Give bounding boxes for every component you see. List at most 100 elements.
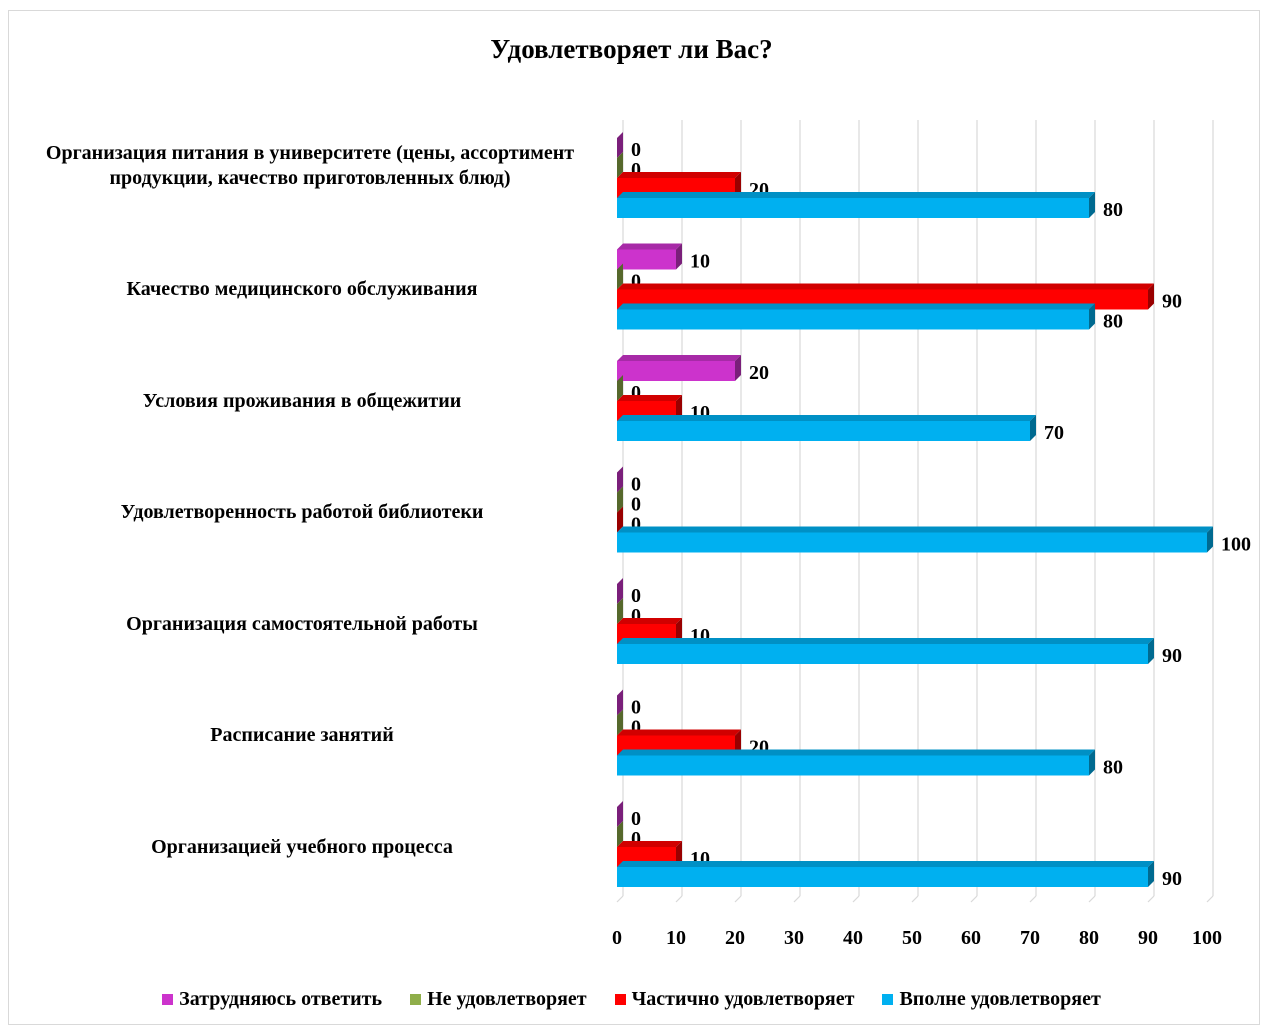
bar-side: [617, 689, 623, 716]
bar-side: [617, 506, 623, 533]
bar-side: [617, 486, 623, 513]
data-label: 0: [631, 139, 641, 161]
category-label: Удовлетворенность работой библиотеки: [120, 501, 484, 523]
category-label: Организация самостоятельной работы: [126, 612, 478, 635]
data-label: 90: [1162, 868, 1182, 890]
data-label: 0: [631, 159, 641, 181]
legend-swatch: [162, 994, 174, 1005]
bar-side: [617, 152, 623, 178]
bar-top: [617, 841, 682, 847]
x-tick-label: 0: [612, 927, 622, 949]
legend-swatch: [410, 994, 422, 1005]
bar-side: [735, 172, 741, 198]
legend: Затрудняюсь ответить Не удовлетворяет Част…: [0, 988, 1263, 1011]
bar: [617, 361, 735, 381]
bar-top: [617, 192, 1095, 198]
gridline-base: [911, 895, 919, 903]
data-label: 0: [631, 514, 641, 536]
data-label: 0: [631, 717, 641, 739]
data-label: 80: [1103, 311, 1123, 333]
bar: [617, 249, 676, 270]
bar-top: [617, 638, 1154, 644]
legend-label: Затрудняюсь ответить: [179, 988, 383, 1010]
data-label: 90: [1162, 291, 1182, 313]
legend-label: Частично удовлетворяет: [631, 988, 855, 1010]
x-tick-label: 60: [961, 927, 981, 949]
x-tick-label: 90: [1138, 927, 1158, 949]
bar-side: [1207, 526, 1213, 553]
legend-label: Вполне удовлетворяет: [899, 988, 1101, 1010]
data-label: 0: [631, 585, 641, 607]
bar-side: [617, 578, 623, 604]
bar-side: [617, 821, 623, 847]
bar-top: [617, 395, 682, 401]
x-tick-label: 10: [666, 927, 686, 949]
data-label: 0: [631, 808, 641, 830]
bar: [617, 309, 1089, 330]
category-label: Расписание занятий: [210, 724, 394, 746]
legend-item: Не удовлетворяет: [410, 988, 587, 1011]
category-label: Организацией учебного процесса: [151, 835, 453, 858]
category-label: Качество медицинского обслуживания: [126, 278, 478, 300]
chart-title: Удовлетворяет ли Вас?: [490, 34, 773, 64]
bar-side: [1089, 192, 1095, 218]
data-label: 70: [1044, 422, 1064, 444]
bar-side: [617, 263, 623, 290]
gridline-base: [734, 895, 742, 903]
bar-side: [617, 801, 623, 827]
bar-side: [617, 709, 623, 736]
bar-side: [1089, 749, 1095, 776]
bar-side: [617, 466, 623, 493]
data-label: 0: [631, 474, 641, 496]
x-tick-label: 30: [784, 927, 804, 949]
data-label: 0: [631, 697, 641, 719]
legend-item: Затрудняюсь ответить: [162, 988, 382, 1011]
category-label: Организация питания в университете (цены…: [45, 141, 575, 189]
legend-item: Частично удовлетворяет: [614, 988, 855, 1011]
data-label: 0: [631, 828, 641, 850]
data-label: 0: [631, 605, 641, 627]
data-label: 80: [1103, 757, 1123, 779]
legend-label: Не удовлетворяет: [427, 988, 587, 1010]
bar: [617, 755, 1089, 776]
bar-side: [735, 355, 741, 381]
bar: [617, 644, 1148, 664]
gridline-base: [1206, 895, 1214, 903]
category-label: Условия проживания в общежитии: [142, 389, 462, 412]
bar-top: [617, 172, 741, 178]
data-label: 10: [690, 251, 710, 273]
bar-side: [617, 375, 623, 401]
gridline-base: [1088, 895, 1096, 903]
bar-side: [735, 729, 741, 756]
bar-top: [617, 749, 1095, 756]
gridline-base: [852, 895, 860, 903]
bar-side: [1148, 861, 1154, 887]
bar-top: [617, 526, 1213, 533]
bar-side: [617, 132, 623, 158]
x-tick-label: 20: [725, 927, 745, 949]
x-tick-label: 70: [1020, 927, 1040, 949]
bar: [617, 421, 1030, 441]
gridline-base: [1147, 895, 1155, 903]
gridline-base: [970, 895, 978, 903]
bar-top: [617, 415, 1036, 421]
gridline-base: [1029, 895, 1037, 903]
bar-side: [1030, 415, 1036, 441]
x-tick-label: 80: [1079, 927, 1099, 949]
data-label: 0: [631, 382, 641, 404]
bar: [617, 867, 1148, 887]
bar-top: [617, 355, 741, 361]
data-label: 80: [1103, 199, 1123, 221]
bar-side: [1148, 638, 1154, 664]
bar-top: [617, 618, 682, 624]
bar-top: [617, 861, 1154, 867]
bar-top: [617, 243, 682, 250]
bar-top: [617, 303, 1095, 310]
bar-side: [617, 598, 623, 624]
legend-item: Вполне удовлетворяет: [882, 988, 1101, 1011]
data-label: 0: [631, 494, 641, 516]
data-label: 100: [1221, 534, 1251, 556]
legend-swatch: [882, 994, 894, 1005]
data-label: 0: [631, 271, 641, 293]
